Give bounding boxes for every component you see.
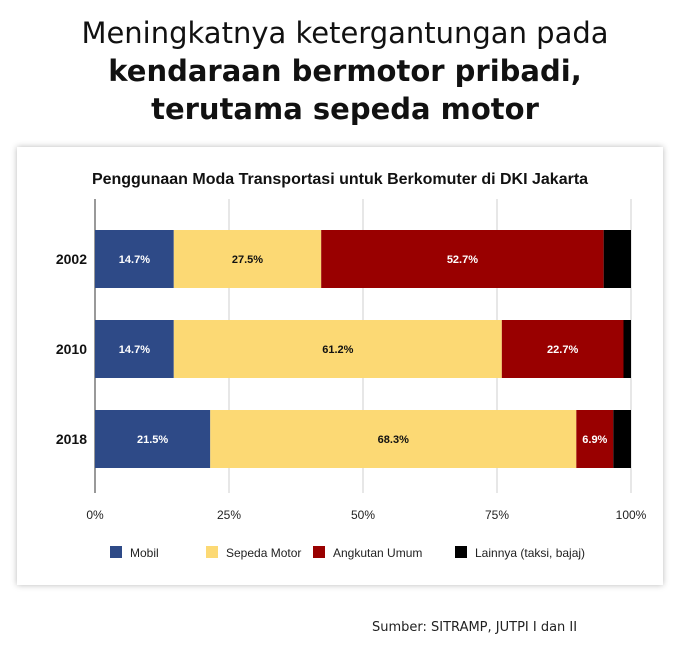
legend-label: Mobil <box>130 546 159 560</box>
legend-swatch <box>110 546 122 558</box>
bar-segment <box>173 320 502 378</box>
x-tick-label: 75% <box>485 508 509 522</box>
bar-segment <box>173 230 322 288</box>
bar-segment <box>95 410 211 468</box>
bar-segment <box>501 320 624 378</box>
chart-card: Penggunaan Moda Transportasi untuk Berko… <box>17 147 663 585</box>
bar-segment <box>613 410 631 468</box>
bar-segment <box>603 230 631 288</box>
data-label: 52.7% <box>447 254 478 266</box>
legend-label: Angkutan Umum <box>333 546 422 560</box>
headline-line-2: kendaraan bermotor pribadi, <box>108 54 582 88</box>
bar-segment <box>95 230 174 288</box>
legend-swatch <box>455 546 467 558</box>
x-tick-label: 25% <box>217 508 241 522</box>
y-category-label: 2002 <box>56 251 87 267</box>
legend-label: Sepeda Motor <box>226 546 301 560</box>
legend-label: Lainnya (taksi, bajaj) <box>475 546 585 560</box>
data-label: 22.7% <box>547 344 578 356</box>
bar-segment <box>210 410 577 468</box>
data-label: 27.5% <box>232 254 263 266</box>
legend-swatch <box>206 546 218 558</box>
x-tick-label: 50% <box>351 508 375 522</box>
legend-swatch <box>313 546 325 558</box>
data-label: 61.2% <box>322 344 353 356</box>
y-category-label: 2010 <box>56 341 87 357</box>
data-label: 68.3% <box>378 434 409 446</box>
x-tick-label: 100% <box>616 508 647 522</box>
source-note: Sumber: SITRAMP, JUTPI I dan II <box>372 620 578 635</box>
stacked-bar-chart: Penggunaan Moda Transportasi untuk Berko… <box>56 171 647 560</box>
bar-segment <box>321 230 604 288</box>
headline-line-3: terutama sepeda motor <box>151 92 539 126</box>
data-label: 14.7% <box>119 254 150 266</box>
data-label: 21.5% <box>137 434 168 446</box>
bar-segment <box>576 410 614 468</box>
x-tick-label: 0% <box>86 508 104 522</box>
y-category-label: 2018 <box>56 431 87 447</box>
bar-segment <box>623 320 631 378</box>
headline: Meningkatnya ketergantungan pada kendara… <box>0 14 690 128</box>
data-label: 6.9% <box>582 434 607 446</box>
data-label: 14.7% <box>119 344 150 356</box>
bar-segment <box>95 320 174 378</box>
headline-line-1: Meningkatnya ketergantungan pada <box>81 16 609 50</box>
chart-title: Penggunaan Moda Transportasi untuk Berko… <box>92 171 588 188</box>
